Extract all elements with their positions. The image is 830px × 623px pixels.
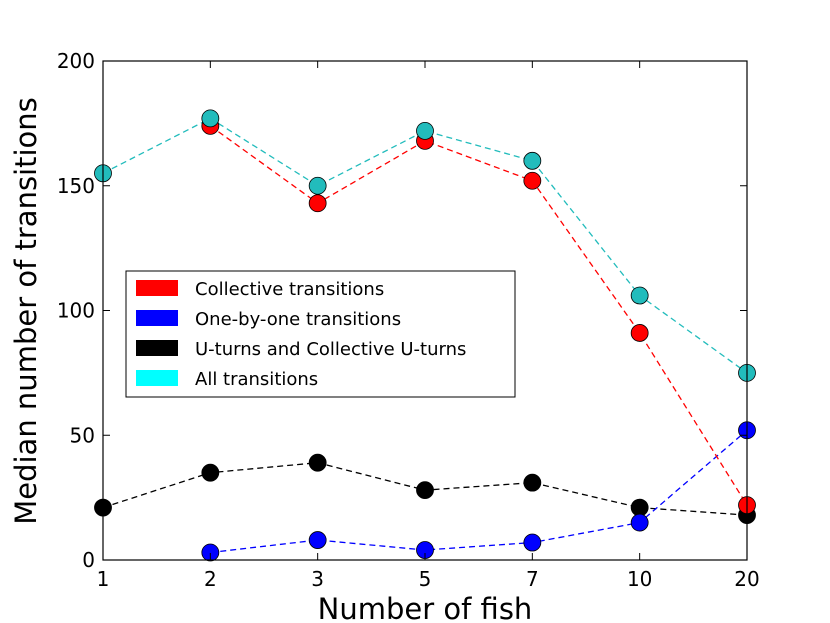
data-point-one-by-one-transitions	[201, 543, 220, 562]
x-tick-label: 5	[419, 567, 432, 591]
legend-label-u-turns-and-collective-u-turns: U-turns and Collective U-turns	[195, 339, 466, 360]
data-point-one-by-one-transitions	[630, 513, 649, 532]
data-point-one-by-one-transitions	[523, 533, 542, 552]
data-point-all-transitions	[201, 109, 220, 128]
data-point-collective-transitions	[523, 171, 542, 190]
x-axis-label: Number of fish	[318, 592, 533, 623]
x-tick-label: 3	[311, 567, 324, 591]
x-tick-label: 10	[627, 567, 652, 591]
x-tick-label: 20	[734, 567, 759, 591]
data-point-all-transitions	[630, 286, 649, 305]
legend-box	[125, 270, 516, 398]
x-tick-label: 2	[204, 567, 217, 591]
y-axis-label: Median number of transitions	[9, 97, 43, 525]
legend-label-one-by-one-transitions: One-by-one transitions	[195, 309, 401, 330]
data-point-u-turns-and-collective-u-turns	[201, 463, 220, 482]
legend-swatch-all-transitions	[136, 370, 178, 386]
legend-swatch-one-by-one-transitions	[136, 310, 178, 326]
legend: Collective transitions One-by-one transit…	[125, 270, 516, 398]
y-tick-label: 0	[82, 548, 95, 572]
data-point-all-transitions	[308, 176, 327, 195]
series-line-collective-transitions	[209, 125, 748, 506]
data-point-collective-transitions	[308, 194, 327, 213]
legend-label-all-transitions: All transitions	[195, 369, 318, 390]
data-point-u-turns-and-collective-u-turns	[523, 473, 542, 492]
y-tick-label: 200	[57, 49, 95, 73]
data-point-all-transitions	[416, 121, 434, 140]
data-point-one-by-one-transitions	[308, 531, 327, 549]
legend-label-collective-transitions: Collective transitions	[195, 279, 384, 300]
y-tick-label: 50	[70, 423, 95, 447]
data-point-collective-transitions	[630, 324, 649, 342]
x-tick-label: 1	[97, 567, 110, 591]
data-point-u-turns-and-collective-u-turns	[416, 481, 434, 500]
legend-swatch-u-turns-and-collective-u-turns	[136, 340, 178, 356]
data-point-all-transitions	[523, 151, 542, 170]
data-point-u-turns-and-collective-u-turns	[630, 498, 649, 517]
legend-swatch-collective-transitions	[136, 280, 178, 296]
series-line-one-by-one-transitions	[210, 429, 748, 554]
y-tick-label: 150	[57, 174, 95, 198]
y-tick-label: 100	[57, 299, 95, 323]
x-tick-label: 7	[526, 567, 539, 591]
data-point-u-turns-and-collective-u-turns	[308, 453, 327, 472]
